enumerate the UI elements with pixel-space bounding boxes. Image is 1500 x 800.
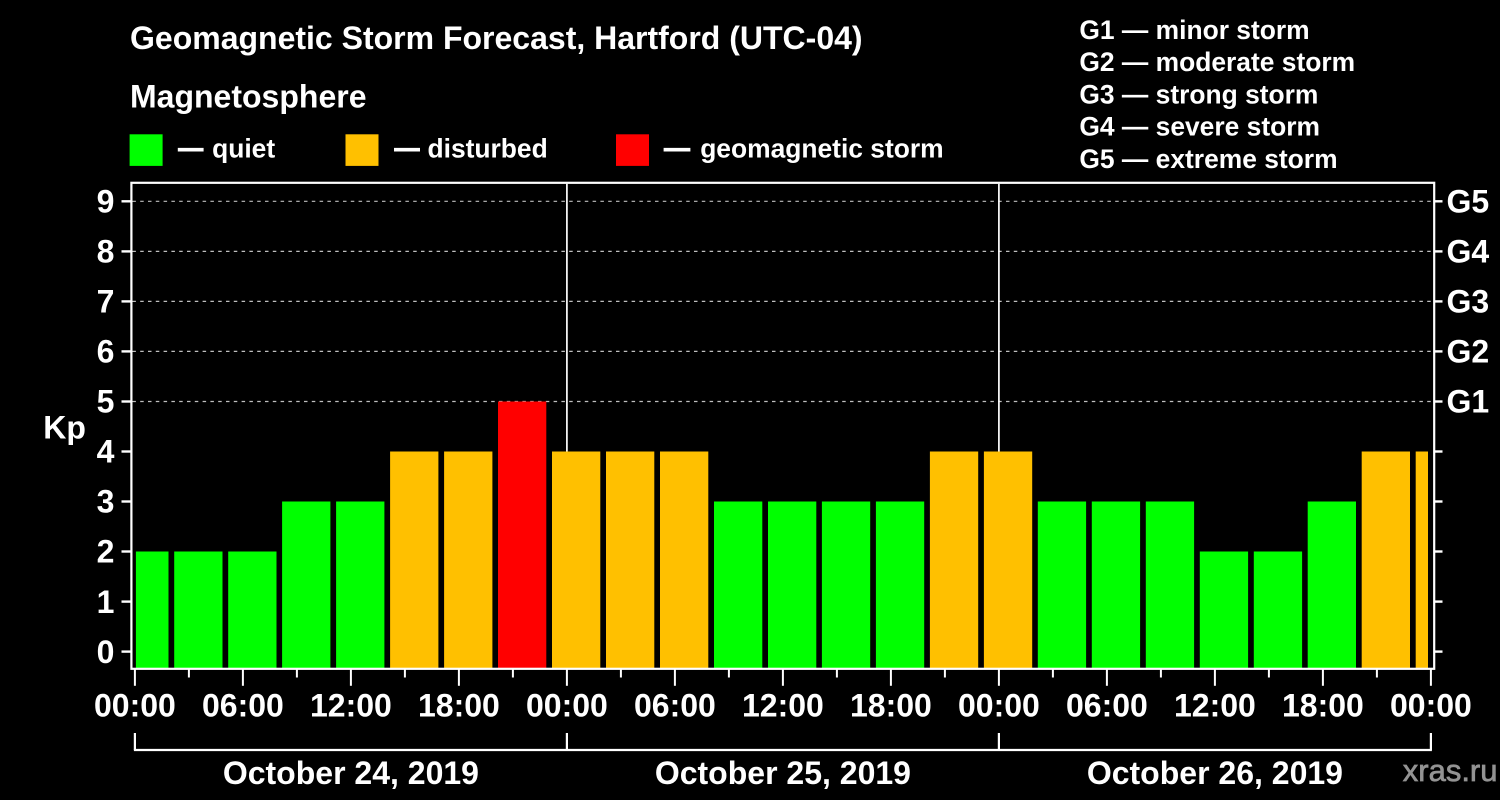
svg-text:6: 6 bbox=[97, 334, 115, 370]
svg-text:G5 — extreme storm: G5 — extreme storm bbox=[1079, 144, 1337, 174]
svg-text:18:00: 18:00 bbox=[418, 687, 500, 723]
svg-text:12:00: 12:00 bbox=[310, 687, 392, 723]
svg-text:9: 9 bbox=[97, 184, 115, 220]
svg-text:3: 3 bbox=[97, 484, 115, 520]
svg-text:G2: G2 bbox=[1447, 334, 1490, 370]
svg-text:disturbed: disturbed bbox=[428, 134, 548, 164]
svg-text:5: 5 bbox=[97, 384, 115, 420]
svg-text:G1 — minor storm: G1 — minor storm bbox=[1079, 15, 1309, 45]
svg-text:G4 — severe storm: G4 — severe storm bbox=[1079, 112, 1320, 142]
svg-text:06:00: 06:00 bbox=[1066, 687, 1148, 723]
svg-text:12:00: 12:00 bbox=[1174, 687, 1256, 723]
svg-text:Kp: Kp bbox=[43, 409, 86, 445]
svg-text:G2 — moderate storm: G2 — moderate storm bbox=[1079, 47, 1355, 77]
svg-text:00:00: 00:00 bbox=[1390, 687, 1472, 723]
svg-text:18:00: 18:00 bbox=[850, 687, 932, 723]
svg-text:G4: G4 bbox=[1447, 234, 1490, 270]
svg-text:G1: G1 bbox=[1447, 384, 1490, 420]
svg-text:October 24, 2019: October 24, 2019 bbox=[223, 755, 479, 791]
svg-text:October 26, 2019: October 26, 2019 bbox=[1087, 755, 1343, 791]
svg-text:7: 7 bbox=[97, 284, 115, 320]
svg-text:Magnetosphere: Magnetosphere bbox=[130, 79, 366, 115]
svg-text:8: 8 bbox=[97, 234, 115, 270]
svg-text:18:00: 18:00 bbox=[1282, 687, 1364, 723]
svg-text:2: 2 bbox=[97, 534, 115, 570]
svg-text:G3 — strong storm: G3 — strong storm bbox=[1079, 79, 1318, 109]
svg-text:1: 1 bbox=[97, 584, 115, 620]
svg-text:06:00: 06:00 bbox=[634, 687, 716, 723]
svg-text:06:00: 06:00 bbox=[202, 687, 284, 723]
svg-text:geomagnetic storm: geomagnetic storm bbox=[700, 134, 943, 164]
svg-text:00:00: 00:00 bbox=[958, 687, 1040, 723]
svg-text:00:00: 00:00 bbox=[526, 687, 608, 723]
svg-text:G3: G3 bbox=[1447, 284, 1490, 320]
svg-text:xras.ru: xras.ru bbox=[1403, 753, 1498, 788]
svg-text:4: 4 bbox=[97, 434, 115, 470]
svg-text:Geomagnetic Storm Forecast, Ha: Geomagnetic Storm Forecast, Hartford (UT… bbox=[130, 20, 863, 56]
svg-text:quiet: quiet bbox=[212, 134, 275, 164]
svg-text:12:00: 12:00 bbox=[742, 687, 824, 723]
svg-text:00:00: 00:00 bbox=[94, 687, 176, 723]
svg-text:0: 0 bbox=[97, 634, 115, 670]
svg-text:October 25, 2019: October 25, 2019 bbox=[655, 755, 911, 791]
svg-text:G5: G5 bbox=[1447, 184, 1490, 220]
